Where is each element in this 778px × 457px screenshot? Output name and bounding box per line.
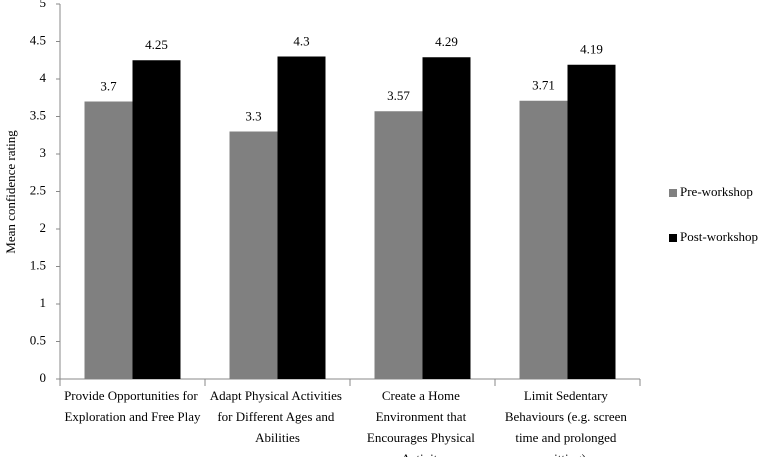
bar (229, 131, 278, 379)
x-tick-label: Provide Opportunities for Exploration an… (64, 388, 201, 424)
x-tick-label: Adapt Physical Activities for Different … (210, 388, 345, 445)
y-axis-label: Mean confidence rating (3, 130, 18, 254)
y-tick-label: 1 (40, 295, 47, 310)
y-tick-label: 3 (40, 145, 47, 160)
value-label: 3.71 (532, 78, 555, 93)
y-tick-label: 1.5 (30, 257, 46, 272)
label-line: sitting) (549, 451, 586, 457)
label-line: Activity (401, 451, 444, 457)
legend-label: Pre-workshop (680, 184, 753, 199)
legend-swatch (669, 189, 677, 197)
label-line: Adapt Physical Activities (210, 388, 345, 403)
label-line: time and prolonged (515, 430, 619, 445)
bar (84, 101, 133, 379)
bar (277, 56, 326, 379)
label-line: Abilities (255, 430, 300, 445)
bar (132, 60, 181, 379)
value-label: 4.29 (435, 34, 458, 49)
y-tick-label: 0 (40, 370, 47, 385)
y-tick-label: 2 (40, 220, 47, 235)
y-tick-label: 4.5 (30, 32, 46, 47)
legend-swatch (669, 234, 677, 242)
y-tick-label: 0.5 (30, 332, 46, 347)
value-label: 3.3 (245, 108, 261, 123)
bar (519, 100, 568, 379)
label-line: Encourages Physical (367, 430, 478, 445)
bar (567, 64, 616, 379)
legend-label: Post-workshop (680, 229, 758, 244)
label-line: Exploration and Free Play (64, 409, 201, 424)
label-line: Limit Sedentary (524, 388, 611, 403)
x-tick-label: Create a Home Environment that Encourage… (367, 388, 478, 457)
label-line: Provide Opportunities for (64, 388, 201, 403)
value-label: 3.7 (100, 78, 117, 93)
y-tick-label: 2.5 (30, 182, 46, 197)
label-line: for Different Ages and (217, 409, 337, 424)
value-label: 3.57 (387, 88, 410, 103)
value-label: 4.3 (293, 33, 309, 48)
label-line: Behaviours (e.g. screen (505, 409, 630, 424)
bar (374, 111, 423, 379)
label-line: Environment that (376, 409, 470, 424)
y-tick-label: 4 (40, 70, 47, 85)
value-label: 4.19 (580, 42, 603, 57)
value-label: 4.25 (145, 37, 168, 52)
y-tick-label: 5 (40, 0, 47, 10)
y-tick-label: 3.5 (30, 107, 46, 122)
bar (422, 57, 471, 379)
x-tick-label: Limit Sedentary Behaviours (e.g. screen … (505, 388, 630, 457)
label-line: Create a Home (382, 388, 463, 403)
